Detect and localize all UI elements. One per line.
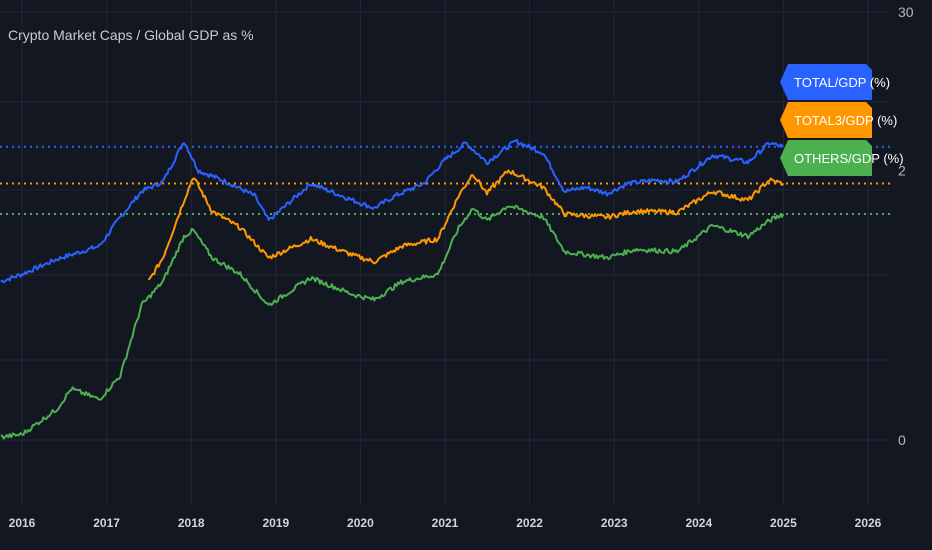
legend-badge-0: TOTAL/GDP (%)	[780, 64, 890, 100]
y-tick-0: 0	[898, 432, 906, 448]
x-axis-ticks: 2016 2017 2018 2019 2020 2021 2022 2023 2024 2025…	[9, 516, 882, 530]
series-line-0	[0, 138, 785, 284]
legend-badges: TOTAL/GDP (%) TOTAL3/GDP (%) OTHERS/GDP (%…	[780, 64, 904, 176]
x-tick-2022: 2022	[516, 516, 543, 530]
grid-lines	[0, 0, 890, 505]
legend-badge-2: OTHERS/GDP (%)	[780, 140, 904, 176]
legend-badge-bg-2	[780, 140, 872, 176]
x-tick-2017: 2017	[93, 516, 120, 530]
series-layer	[0, 138, 785, 440]
legend-label-0: TOTAL/GDP (%)	[794, 75, 890, 90]
x-tick-2020: 2020	[347, 516, 374, 530]
x-tick-2016: 2016	[9, 516, 36, 530]
legend-badge-bg-1	[780, 102, 872, 138]
chart-title: Crypto Market Caps / Global GDP as %	[8, 27, 254, 43]
series-line-1	[147, 169, 785, 281]
x-tick-2026: 2026	[855, 516, 882, 530]
legend-badge-bg-0	[780, 64, 872, 100]
legend-label-1: TOTAL3/GDP (%)	[794, 113, 897, 128]
x-tick-2018: 2018	[178, 516, 205, 530]
y-tick-30: 30	[898, 4, 914, 20]
x-tick-2021: 2021	[432, 516, 459, 530]
legend-badge-1: TOTAL3/GDP (%)	[780, 102, 897, 138]
y-axis-ticks: 30 2 0	[898, 4, 914, 448]
last-value-lines	[0, 145, 890, 216]
series-line-2	[0, 204, 785, 440]
x-tick-2025: 2025	[770, 516, 797, 530]
x-tick-2019: 2019	[262, 516, 289, 530]
x-tick-2023: 2023	[601, 516, 628, 530]
legend-label-2: OTHERS/GDP (%)	[794, 151, 904, 166]
y-tick-2: 2	[898, 162, 906, 178]
x-tick-2024: 2024	[685, 516, 712, 530]
